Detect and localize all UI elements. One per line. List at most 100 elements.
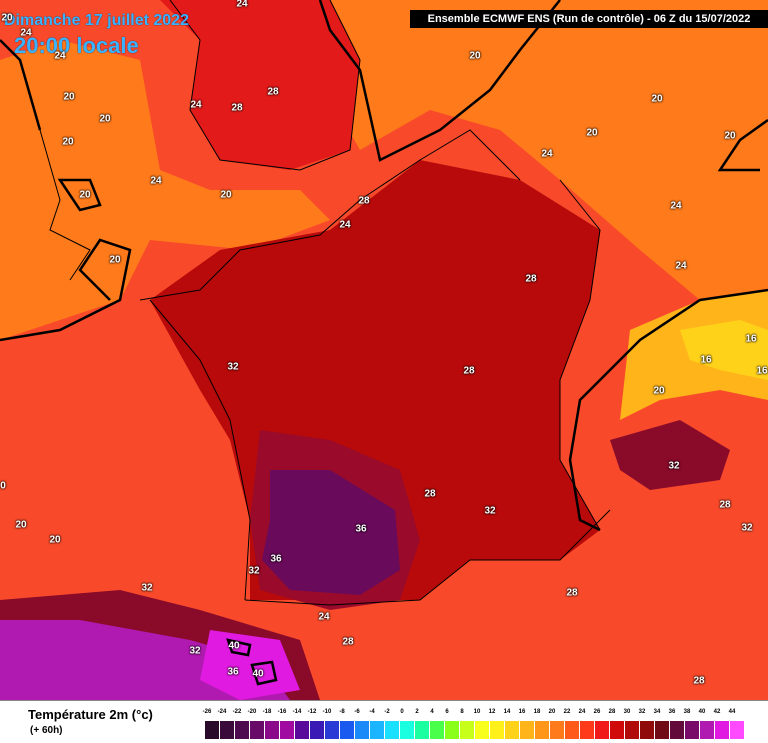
legend-tick: 4 xyxy=(430,709,434,715)
isotherm-label: 24 xyxy=(670,200,682,212)
legend-tick: 8 xyxy=(460,709,464,715)
legend-swatch xyxy=(415,721,430,739)
isotherm-label: 0 xyxy=(0,480,6,492)
legend-swatch xyxy=(310,721,325,739)
isotherm-label: 24 xyxy=(150,175,162,187)
isotherm-label: 20 xyxy=(109,254,121,266)
legend-tick: 32 xyxy=(638,709,646,715)
isotherm-label: 20 xyxy=(79,189,91,201)
legend-swatch xyxy=(265,721,280,739)
legend-tick: 40 xyxy=(698,709,706,715)
legend-swatch xyxy=(505,721,520,739)
legend-swatch xyxy=(520,721,535,739)
legend-swatch xyxy=(295,721,310,739)
isotherm-label: 28 xyxy=(358,195,370,207)
legend-tick: 26 xyxy=(593,709,601,715)
legend-swatch xyxy=(340,721,355,739)
legend-tick: 2 xyxy=(415,709,419,715)
isotherm-label: 24 xyxy=(318,611,330,623)
isotherm-label: 28 xyxy=(231,102,243,114)
isotherm-label: 32 xyxy=(484,505,496,517)
legend-swatch xyxy=(205,721,220,739)
legend-tick: 38 xyxy=(683,709,691,715)
legend-swatch xyxy=(400,721,415,739)
isotherm-label: 36 xyxy=(270,553,282,565)
legend-swatch xyxy=(565,721,580,739)
legend-scale: -26 -24 -22 -20 -18 -16 -14 -12 -10 -8 -6 -4 -2 0 2 4 6 8… xyxy=(203,709,745,741)
legend-tick: -12 xyxy=(307,709,317,715)
legend-swatch xyxy=(250,721,265,739)
legend-tick: -16 xyxy=(277,709,287,715)
isotherm-label: 20 xyxy=(469,50,481,62)
legend-swatch xyxy=(685,721,700,739)
isotherm-label: 32 xyxy=(668,460,680,472)
isotherm-label: 28 xyxy=(566,587,578,599)
isotherm-label: 36 xyxy=(227,666,239,678)
legend-tick: 18 xyxy=(533,709,541,715)
legend-tick: 10 xyxy=(473,709,481,715)
isotherm-label: 20 xyxy=(586,127,598,139)
legend-tick: 12 xyxy=(488,709,496,715)
extreme-zone-southwest xyxy=(262,470,400,595)
legend-swatch xyxy=(730,721,745,739)
coastlines xyxy=(39,0,611,606)
legend-tick: -4 xyxy=(369,709,375,715)
isotherm-label: 40 xyxy=(228,640,240,652)
isotherm-label: 32 xyxy=(741,522,753,534)
legend-swatch xyxy=(550,721,565,739)
legend-swatch xyxy=(460,721,475,739)
legend-swatch xyxy=(640,721,655,739)
legend-swatch xyxy=(625,721,640,739)
isotherm-label: 28 xyxy=(342,636,354,648)
legend-swatch xyxy=(430,721,445,739)
isotherm-label: 20 xyxy=(220,189,232,201)
model-run-banner: Ensemble ECMWF ENS (Run de contrôle) - 0… xyxy=(410,10,768,28)
legend-tick: 36 xyxy=(668,709,676,715)
legend-swatch xyxy=(535,721,550,739)
isotherm-label: 28 xyxy=(424,488,436,500)
legend-subtitle: (+ 60h) xyxy=(30,725,63,736)
legend-tick: 20 xyxy=(548,709,556,715)
isotherm-label: 28 xyxy=(525,273,537,285)
legend-tick: -24 xyxy=(217,709,227,715)
isotherm-label: 24 xyxy=(339,219,351,231)
isotherm-label: 20 xyxy=(62,136,74,148)
isotherm-label: 20 xyxy=(653,385,665,397)
legend-swatch xyxy=(370,721,385,739)
isotherm-label: 20 xyxy=(651,93,663,105)
legend-swatch xyxy=(220,721,235,739)
legend-swatch xyxy=(280,721,295,739)
legend-tick: 28 xyxy=(608,709,616,715)
legend-tick: -6 xyxy=(354,709,360,715)
legend-tick: -8 xyxy=(339,709,345,715)
isotherm-label: 24 xyxy=(236,0,248,10)
isotherm-label: 16 xyxy=(756,365,768,377)
legend-swatch xyxy=(490,721,505,739)
isotherm-label: 24 xyxy=(675,260,687,272)
isotherm-label: 28 xyxy=(267,86,279,98)
legend-swatch xyxy=(580,721,595,739)
isotherm-label: 24 xyxy=(190,99,202,111)
orange-zone-north xyxy=(300,0,768,330)
cold-zone-alps xyxy=(680,320,768,380)
isotherm-label: 32 xyxy=(189,645,201,657)
legend-title: Température 2m (°c) xyxy=(28,707,153,722)
isotherm-label: 28 xyxy=(693,675,705,687)
legend-swatch xyxy=(445,721,460,739)
legend-swatch xyxy=(385,721,400,739)
isotherm-contours xyxy=(0,0,768,686)
legend-tick: 24 xyxy=(578,709,586,715)
legend-swatch xyxy=(595,721,610,739)
isotherm-label: 20 xyxy=(724,130,736,142)
isotherm-label: 20 xyxy=(1,12,13,24)
forecast-time: 20:00 locale xyxy=(14,33,139,58)
red-zone-uk xyxy=(160,0,360,170)
legend-tick: 34 xyxy=(653,709,661,715)
isotherm-label: 24 xyxy=(541,148,553,160)
legend-tick: 16 xyxy=(518,709,526,715)
heat-zone-italy xyxy=(610,420,730,490)
legend-tick: 44 xyxy=(728,709,736,715)
isotherm-label: 28 xyxy=(463,365,475,377)
color-legend: Température 2m (°c) (+ 60h) -26 -24 -22 -20… xyxy=(0,700,768,743)
